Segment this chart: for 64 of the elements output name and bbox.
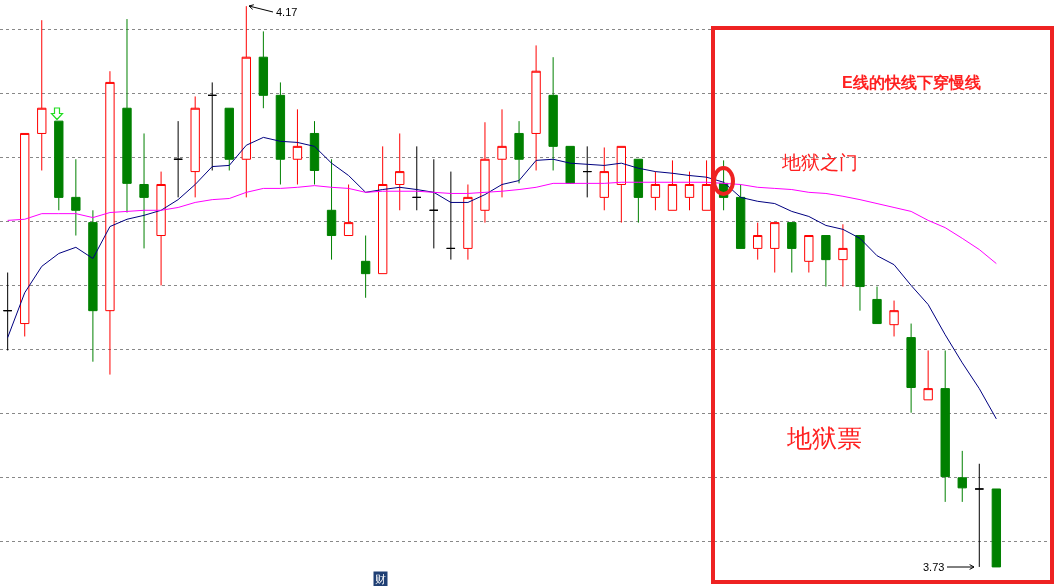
candlestick [378, 145, 388, 275]
candlestick [139, 132, 149, 249]
candlestick [241, 5, 251, 198]
candlestick [514, 120, 524, 184]
candlestick [343, 183, 354, 237]
candlestick [395, 132, 405, 211]
candlestick [599, 146, 609, 211]
candlestick [173, 120, 183, 198]
candlestick [582, 145, 592, 198]
candlestick [37, 19, 47, 171]
candlestick [156, 171, 166, 286]
candlestick [957, 450, 967, 503]
candlestick [497, 108, 507, 198]
candlestick [616, 145, 626, 224]
candlestick [480, 121, 490, 224]
candlestick [54, 120, 64, 211]
candlestick [906, 323, 916, 414]
candlestick [855, 235, 865, 312]
candlestick [122, 18, 132, 214]
candlestick [2, 272, 13, 351]
candlestick [633, 158, 644, 224]
candlestick [548, 56, 558, 171]
candlestick [429, 158, 439, 249]
candlestick [309, 120, 320, 185]
candlestick [88, 209, 98, 363]
candlestick [190, 95, 200, 198]
annotation: 4.17 [276, 6, 298, 18]
annotation: 地狱票 [786, 424, 862, 452]
candlestick [821, 235, 831, 288]
text: 财 [375, 573, 386, 585]
candlestick [446, 171, 456, 261]
candlestick [838, 223, 848, 288]
candlestick [889, 300, 899, 337]
candlestick [275, 81, 286, 185]
candlestick [735, 183, 746, 249]
candlestick [412, 145, 422, 211]
candlestick [565, 145, 575, 184]
candlestick [872, 286, 882, 325]
candlestick [991, 488, 1002, 568]
candlestick [207, 81, 217, 171]
candlestick [701, 159, 712, 211]
candlestick [292, 108, 303, 185]
candlestick [20, 132, 30, 337]
annotation: 地狱之门 [781, 152, 858, 173]
candlestick [531, 44, 541, 171]
annotation: 3.73 [923, 561, 945, 573]
candlestick [940, 349, 950, 503]
candlestick [787, 222, 797, 274]
candlestick [974, 463, 984, 568]
candlestick [753, 222, 763, 261]
candlestick [667, 159, 678, 211]
candlestick [71, 158, 81, 237]
candlestick [463, 183, 473, 261]
candlestick [804, 235, 814, 274]
annotation: E线的快线下穿慢线 [842, 74, 981, 91]
candlestick [326, 158, 337, 261]
candlestick [650, 171, 661, 211]
candlestick [258, 30, 269, 109]
candlestick [105, 70, 115, 376]
candlestick [224, 107, 234, 171]
candlestick [923, 349, 933, 401]
candlestick [770, 222, 780, 274]
candlestick [684, 171, 695, 211]
candlestick [360, 235, 371, 299]
